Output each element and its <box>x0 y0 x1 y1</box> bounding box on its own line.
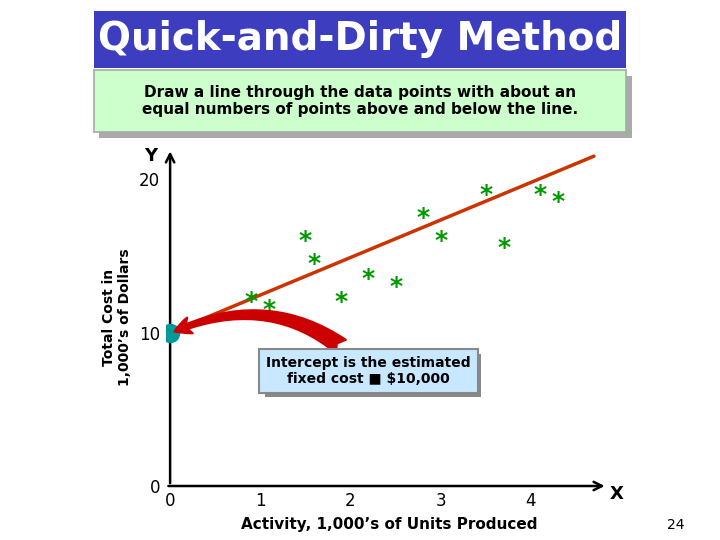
Text: *: * <box>299 228 312 253</box>
Text: *: * <box>416 206 429 230</box>
Text: Draw a line through the data points with about an
equal numbers of points above : Draw a line through the data points with… <box>142 85 578 117</box>
X-axis label: Activity, 1,000’s of Units Produced: Activity, 1,000’s of Units Produced <box>240 516 537 531</box>
Text: *: * <box>498 236 510 260</box>
Text: *: * <box>308 252 321 275</box>
Text: 24: 24 <box>667 518 684 532</box>
Text: *: * <box>434 228 447 253</box>
Text: Quick-and-Dirty Method: Quick-and-Dirty Method <box>98 20 622 58</box>
Y-axis label: Total Cost in
1,000’s of Dollars: Total Cost in 1,000’s of Dollars <box>102 248 132 386</box>
Text: *: * <box>335 290 348 314</box>
Text: *: * <box>245 290 258 314</box>
Text: *: * <box>389 274 402 299</box>
Text: *: * <box>552 190 564 214</box>
Text: Intercept is the estimated
fixed cost ■ $10,000: Intercept is the estimated fixed cost ■ … <box>174 310 471 386</box>
Text: Y: Y <box>144 147 157 165</box>
FancyBboxPatch shape <box>265 354 481 397</box>
Text: *: * <box>263 298 276 322</box>
Text: *: * <box>534 183 546 206</box>
Text: *: * <box>480 183 492 206</box>
Text: X: X <box>610 485 624 503</box>
Text: *: * <box>362 267 375 291</box>
